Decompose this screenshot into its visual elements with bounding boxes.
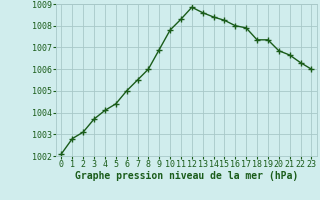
X-axis label: Graphe pression niveau de la mer (hPa): Graphe pression niveau de la mer (hPa) xyxy=(75,171,298,181)
